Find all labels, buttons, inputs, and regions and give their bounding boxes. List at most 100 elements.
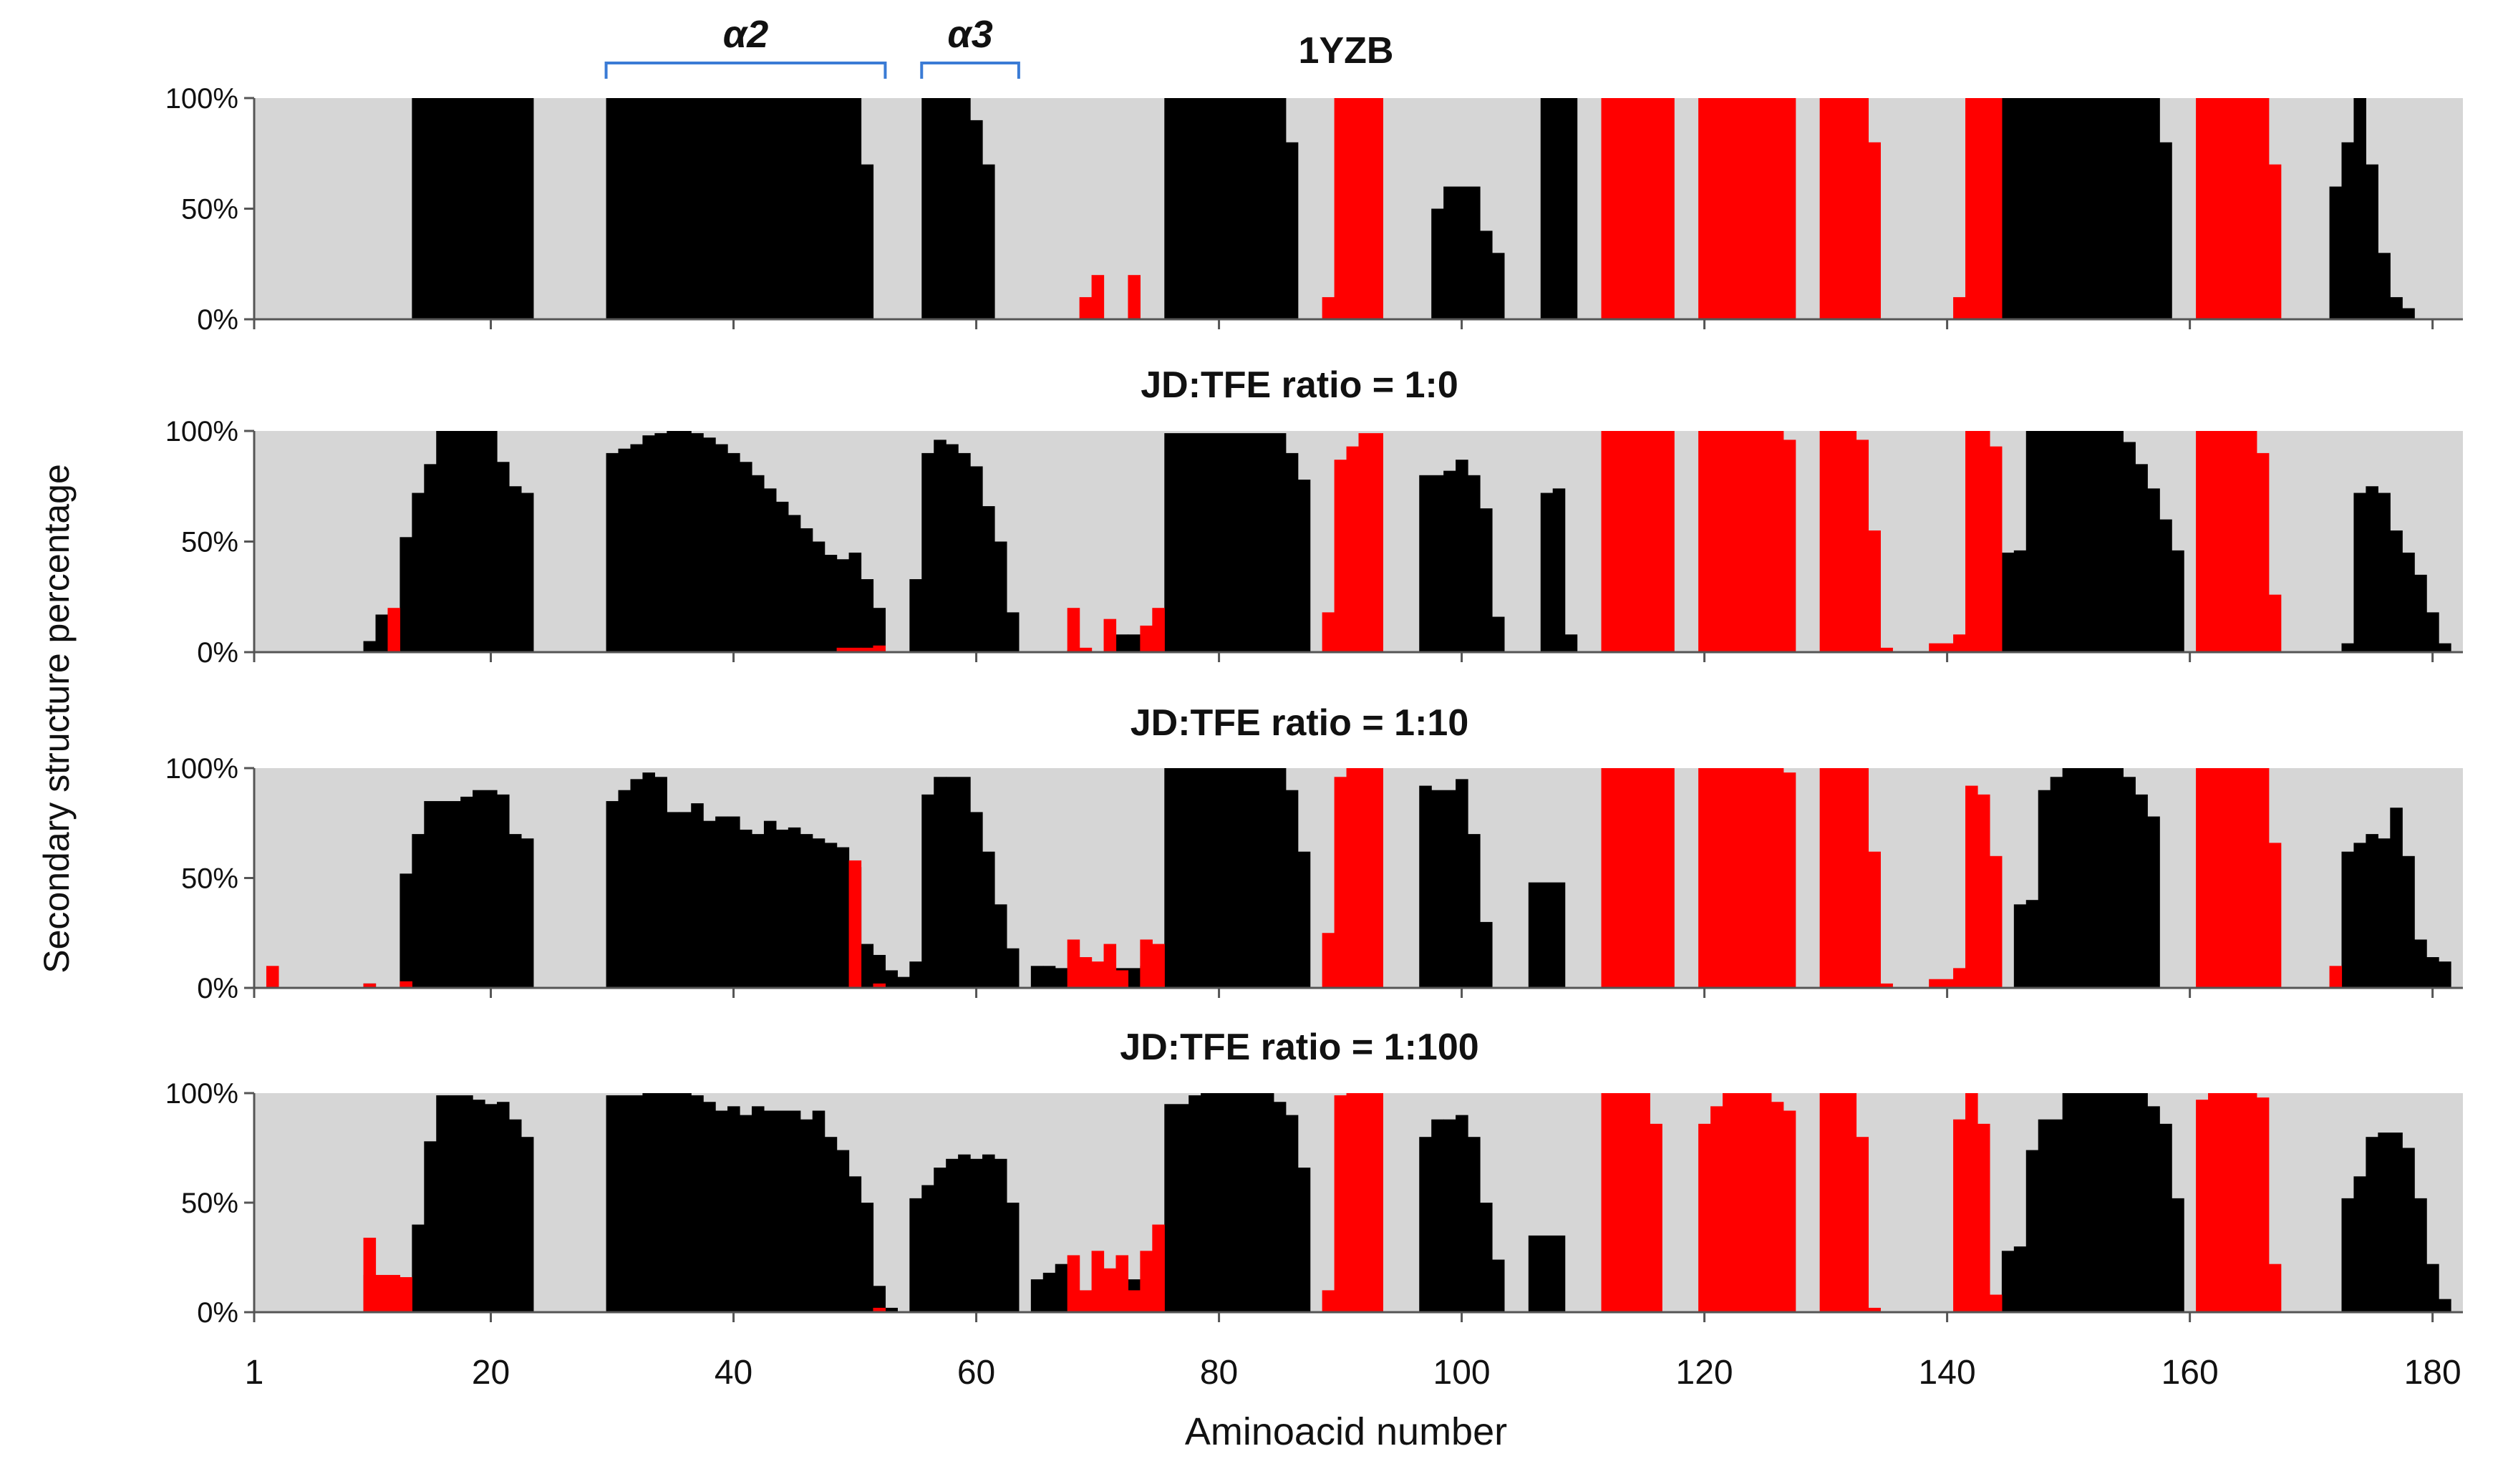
helix-bar bbox=[740, 462, 752, 652]
helix-bar bbox=[1030, 966, 1044, 988]
helix-bar bbox=[1055, 1264, 1068, 1312]
strand-bar bbox=[2268, 164, 2282, 319]
helix-bar bbox=[727, 816, 740, 988]
y-tick-label: 0% bbox=[197, 973, 238, 1004]
helix-bar bbox=[363, 641, 377, 652]
helix-bar bbox=[982, 1154, 995, 1312]
y-tick-label: 0% bbox=[197, 304, 238, 336]
panel-4: 0% 50% 100% JD:TFE ratio = 1:100 bbox=[165, 1027, 2463, 1329]
helix-bar bbox=[800, 1119, 813, 1312]
helix-bar bbox=[836, 1150, 850, 1312]
helix-bar bbox=[1164, 433, 1287, 652]
strand-bar bbox=[1067, 939, 1080, 988]
strand-bar bbox=[1856, 1137, 1869, 1312]
y-tick-label: 100% bbox=[165, 416, 238, 447]
x-axis-title: Aminoacid number bbox=[1185, 1410, 1507, 1453]
helix-bar bbox=[630, 779, 644, 988]
helix-bar bbox=[2439, 643, 2451, 652]
helix-bar bbox=[424, 464, 437, 652]
helix-bar bbox=[400, 873, 412, 988]
helix-bar bbox=[460, 796, 473, 988]
helix-bar bbox=[2086, 768, 2124, 988]
strand-bar bbox=[1698, 768, 1784, 988]
helix-bar bbox=[691, 803, 704, 988]
strand-bar bbox=[1140, 625, 1153, 652]
strand-bar bbox=[1989, 1294, 2003, 1312]
strand-bar bbox=[1698, 98, 1796, 319]
helix-bar bbox=[1297, 479, 1311, 652]
helix-bar bbox=[1164, 768, 1287, 988]
helix-bar bbox=[508, 834, 522, 988]
strand-bar bbox=[1698, 431, 1784, 652]
helix-bar bbox=[667, 812, 679, 988]
helix-bar bbox=[2062, 768, 2088, 988]
strand-bar bbox=[1965, 1093, 1978, 1312]
helix-bar bbox=[1456, 1115, 1468, 1312]
strand-bar bbox=[1783, 440, 1796, 652]
strand-bar bbox=[1601, 431, 1675, 652]
strand-bar bbox=[375, 1274, 401, 1312]
strand-bar bbox=[2268, 1264, 2282, 1312]
panels-group: 0% 50% 100% 1YZB 0% 50% 100% JD:TFE ratio = 1:0… bbox=[165, 30, 2463, 1392]
helix-bar bbox=[1006, 1203, 1020, 1312]
strand-bar bbox=[1103, 1268, 1117, 1312]
panel-title: JD:TFE ratio = 1:0 bbox=[1141, 364, 1458, 406]
helix-bar bbox=[873, 1286, 886, 1312]
helix-bar bbox=[2172, 550, 2184, 652]
helix-bar bbox=[921, 1185, 934, 1312]
annotation-label: α2 bbox=[723, 13, 769, 56]
strand-bar bbox=[1868, 530, 1881, 652]
helix-bar bbox=[1468, 834, 1481, 988]
strand-bar bbox=[1322, 933, 1335, 988]
strand-bar bbox=[1091, 275, 1105, 319]
helix-bar bbox=[497, 1102, 510, 1312]
helix-bar bbox=[1188, 1095, 1201, 1312]
helix-bar bbox=[970, 812, 983, 988]
helix-bar bbox=[2341, 1198, 2355, 1312]
strand-bar bbox=[873, 983, 886, 988]
helix-bar bbox=[2366, 1137, 2378, 1312]
strand-bar bbox=[1953, 968, 1966, 988]
helix-bar bbox=[909, 1198, 922, 1312]
helix-bar bbox=[2159, 1123, 2172, 1312]
helix-bar bbox=[618, 1095, 644, 1312]
helix-bar bbox=[424, 801, 461, 988]
helix-bar bbox=[1297, 851, 1311, 988]
helix-bar bbox=[1456, 460, 1468, 652]
helix-bar bbox=[1042, 966, 1056, 988]
strand-bar bbox=[2268, 594, 2282, 652]
strand-bar bbox=[1868, 851, 1881, 988]
x-tick-label: 100 bbox=[1433, 1354, 1491, 1392]
helix-bar bbox=[400, 537, 412, 652]
helix-bar bbox=[2159, 519, 2172, 652]
strand-bar bbox=[1346, 446, 1360, 652]
strand-bar bbox=[2256, 452, 2270, 652]
strand-bar bbox=[1723, 1093, 1772, 1312]
helix-bar bbox=[861, 164, 874, 319]
helix-bar bbox=[800, 834, 813, 988]
helix-bar bbox=[861, 579, 874, 652]
strand-bar bbox=[1783, 1110, 1796, 1312]
helix-bar bbox=[848, 552, 862, 652]
strand-bar bbox=[1152, 1224, 1165, 1312]
helix-bar bbox=[2378, 493, 2391, 652]
helix-bar bbox=[873, 954, 886, 988]
helix-bar bbox=[2426, 1264, 2439, 1312]
helix-bar bbox=[740, 1115, 752, 1312]
helix-bar bbox=[909, 961, 922, 988]
helix-bar bbox=[2001, 1251, 2015, 1312]
helix-bar bbox=[1419, 785, 1432, 988]
helix-bar bbox=[1006, 948, 1020, 988]
strand-bar bbox=[1965, 98, 2003, 319]
helix-bar bbox=[873, 608, 886, 652]
helix-bar bbox=[751, 1106, 765, 1312]
helix-bar bbox=[2353, 98, 2366, 319]
strand-bar bbox=[1698, 1123, 1711, 1312]
strand-bar bbox=[2208, 1093, 2257, 1312]
x-tick-label: 20 bbox=[472, 1354, 510, 1392]
helix-bar bbox=[1491, 253, 1505, 319]
helix-bar bbox=[727, 452, 740, 652]
helix-bar bbox=[2025, 431, 2124, 652]
helix-bar bbox=[970, 120, 983, 319]
